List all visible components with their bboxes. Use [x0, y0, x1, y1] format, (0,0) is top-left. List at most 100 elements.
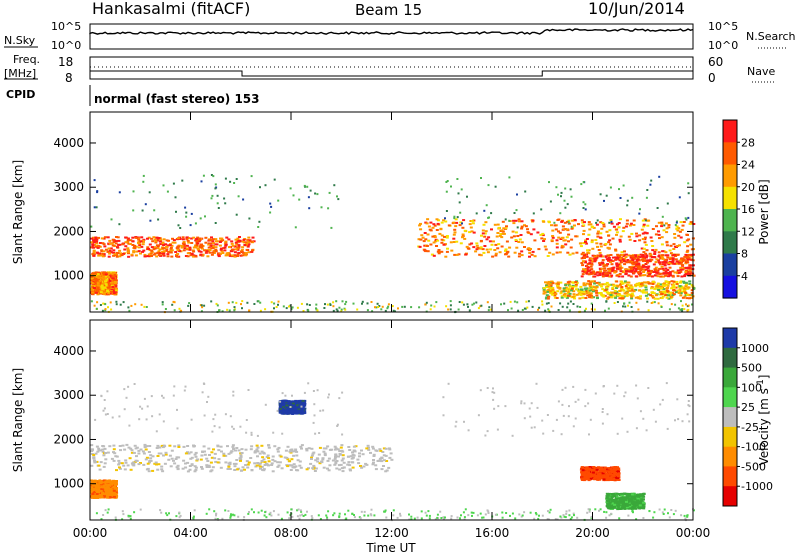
power-cell	[688, 305, 690, 307]
velocity-cell	[248, 462, 251, 464]
power-cell	[642, 274, 645, 276]
power-cell	[174, 309, 176, 311]
nave-step-line	[90, 71, 693, 76]
power-cell	[127, 306, 129, 308]
power-cell	[241, 300, 243, 302]
power-cell	[604, 310, 606, 312]
power-cell	[179, 308, 181, 310]
power-cell	[593, 260, 596, 262]
velocity-cell	[356, 459, 359, 461]
velocity-cell	[98, 465, 101, 467]
power-cell	[635, 283, 638, 285]
velocity-cell	[280, 456, 283, 458]
power-cell	[594, 239, 597, 241]
power-cell	[208, 239, 211, 241]
power-cell	[589, 292, 592, 294]
power-cell	[687, 309, 689, 311]
power-cell	[219, 238, 222, 240]
power-cell	[149, 191, 151, 193]
power-cell	[248, 251, 251, 253]
power-cell	[224, 247, 227, 249]
power-colorbar-tick-label: 12	[741, 225, 755, 238]
velocity-cell	[597, 474, 600, 476]
velocity-cell	[316, 457, 319, 459]
velocity-cell	[213, 457, 216, 459]
power-cell	[166, 253, 169, 255]
power-cell	[664, 268, 667, 270]
power-cell	[510, 301, 512, 303]
freq-trace	[90, 67, 693, 76]
power-cell	[677, 275, 680, 277]
power-cell	[587, 267, 590, 269]
power-cell	[184, 207, 186, 209]
velocity-cell	[192, 446, 195, 448]
power-cell	[495, 186, 497, 188]
power-cell	[458, 309, 460, 311]
velocity-cell	[102, 445, 105, 447]
power-cell	[676, 222, 678, 224]
power-cell	[678, 292, 681, 294]
power-cell	[648, 273, 651, 275]
power-cell	[544, 246, 547, 248]
power-cell	[430, 305, 432, 307]
power-cell	[606, 298, 609, 300]
power-cell	[622, 227, 625, 229]
power-cell	[226, 252, 229, 254]
velocity-cell	[99, 469, 102, 471]
power-cell	[332, 305, 334, 307]
velocity-cell	[290, 458, 293, 460]
power-cell	[257, 226, 259, 228]
velocity-cell	[299, 446, 302, 448]
noise-panel-frame	[90, 24, 693, 49]
velocity-cell	[100, 461, 103, 463]
velocity-heatmap	[90, 382, 695, 521]
velocity-cell	[322, 451, 325, 453]
velocity-cell	[249, 457, 252, 459]
velocity-cell	[284, 457, 287, 459]
power-cell	[226, 309, 228, 311]
velocity-cell	[372, 448, 375, 450]
velocity-cell	[228, 453, 231, 455]
power-cell	[645, 219, 647, 221]
power-cell	[332, 301, 334, 303]
velocity-cell	[132, 462, 135, 464]
power-cell	[547, 308, 549, 310]
power-cell	[276, 306, 278, 308]
power-cell	[609, 268, 612, 270]
power-cell	[246, 302, 248, 304]
velocity-cell	[232, 448, 235, 450]
velocity-cell	[326, 468, 329, 470]
power-cell	[581, 297, 584, 299]
power-cell	[476, 245, 479, 247]
power-cell	[604, 273, 607, 275]
power-cell	[676, 245, 679, 247]
power-cell	[600, 245, 603, 247]
velocity-cell	[242, 466, 245, 468]
power-cell	[208, 252, 211, 254]
power-cell	[541, 300, 543, 302]
power-cell	[220, 248, 223, 250]
power-cell	[494, 224, 497, 226]
velocity-cell	[216, 445, 219, 447]
velocity-cell	[340, 447, 343, 449]
power-cell	[582, 233, 585, 235]
power-cell	[544, 281, 547, 283]
power-cell	[508, 220, 510, 222]
power-cell	[673, 237, 676, 239]
power-cell	[566, 306, 568, 308]
velocity-cell	[330, 449, 333, 451]
power-cell	[241, 254, 244, 256]
power-cell	[526, 307, 528, 309]
power-cell	[200, 254, 203, 256]
power-cell	[112, 275, 115, 277]
power-cell	[167, 251, 170, 253]
power-cell	[571, 228, 574, 230]
power-cell	[582, 260, 585, 262]
power-cell	[612, 257, 615, 259]
power-cell	[248, 218, 250, 220]
power-cell	[685, 303, 687, 305]
power-cell	[356, 309, 358, 311]
power-cell	[605, 287, 608, 289]
power-cell	[130, 305, 132, 307]
